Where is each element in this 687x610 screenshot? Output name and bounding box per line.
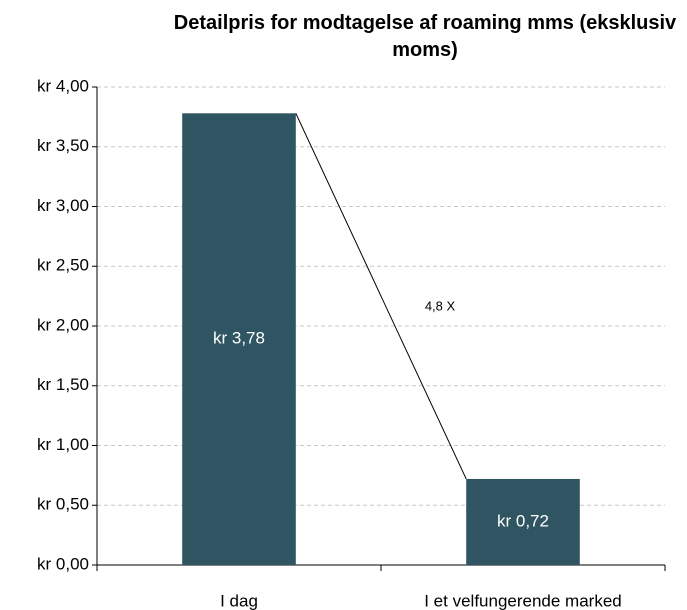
y-tick-label: kr 2,00	[37, 315, 89, 334]
y-tick-label: kr 0,00	[37, 554, 89, 573]
x-tick-label: I dag	[220, 591, 258, 610]
bar	[182, 113, 296, 565]
connector-line	[295, 113, 467, 480]
y-tick-label: kr 2,50	[37, 256, 89, 275]
y-tick-label: kr 0,50	[37, 495, 89, 514]
annotation: 4,8 X	[425, 298, 456, 313]
y-tick-label: kr 1,00	[37, 435, 89, 454]
y-tick-label: kr 4,00	[37, 76, 89, 95]
x-tick-label: I et velfungerende marked	[424, 591, 622, 610]
value-label: kr 0,72	[497, 511, 549, 530]
bar	[466, 478, 580, 565]
y-tick-label: kr 1,50	[37, 375, 89, 394]
value-label: kr 3,78	[213, 329, 265, 348]
chart-title: Detailpris for modtagelse af roaming mms…	[173, 12, 677, 61]
y-tick-label: kr 3,00	[37, 196, 89, 215]
y-tick-label: kr 3,50	[37, 136, 89, 155]
